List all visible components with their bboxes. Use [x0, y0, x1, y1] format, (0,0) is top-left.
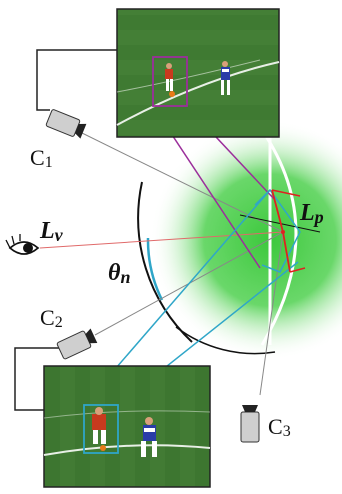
field-glow — [150, 120, 342, 360]
camera-icon — [56, 328, 98, 360]
label-lv: Lv — [39, 218, 64, 245]
field-line-arc — [260, 129, 298, 346]
camera-icon — [45, 109, 87, 139]
label-c1: C1 — [30, 145, 53, 171]
label-c2: C2 — [40, 305, 63, 331]
player-blue-top — [221, 61, 230, 95]
label-theta: θn — [108, 260, 130, 287]
player-red-bottom — [92, 407, 106, 451]
camera-icon — [240, 405, 260, 443]
eye-icon — [5, 234, 40, 255]
distance-arc — [137, 181, 193, 343]
red-arrow-1 — [271, 189, 284, 233]
camera2-cable — [14, 347, 60, 411]
top-highlight-box — [152, 56, 188, 107]
red-arrow-2 — [282, 231, 291, 273]
viewing-ray — [39, 231, 284, 249]
red-arrow-3 — [271, 189, 301, 197]
player-red-top — [165, 63, 175, 97]
ray-camera3 — [259, 231, 284, 396]
ray-camera1 — [79, 131, 284, 233]
label-lp: Lp — [299, 200, 324, 227]
camera1-cable — [36, 49, 117, 111]
bottom-highlight-box — [83, 404, 119, 454]
projected-region — [254, 188, 301, 273]
theta-arc — [146, 237, 164, 301]
distance-arc-lower — [175, 326, 276, 355]
label-c3: C3 — [268, 414, 291, 440]
point-p — [281, 230, 285, 234]
red-arrow-4 — [289, 267, 306, 273]
player-blue-bottom — [141, 417, 157, 457]
photo-camera2 — [43, 365, 211, 488]
photo-camera1 — [116, 8, 280, 138]
